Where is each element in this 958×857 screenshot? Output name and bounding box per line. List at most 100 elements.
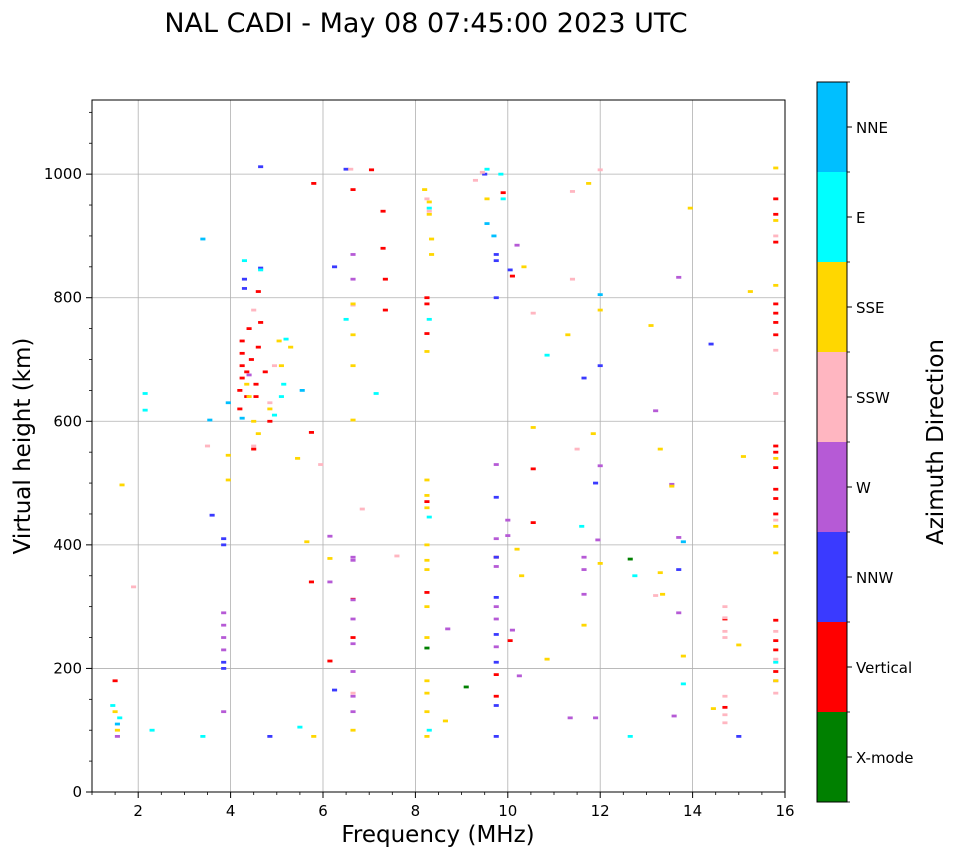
data-point xyxy=(722,605,728,609)
data-point xyxy=(350,333,356,337)
data-point xyxy=(394,554,400,558)
data-point xyxy=(318,463,324,466)
data-point xyxy=(207,418,213,422)
data-point xyxy=(676,611,682,615)
data-point xyxy=(382,308,388,312)
data-point xyxy=(676,568,682,571)
data-point xyxy=(773,283,779,287)
data-point xyxy=(660,592,666,596)
data-point xyxy=(424,605,430,609)
data-point xyxy=(593,481,599,485)
data-point xyxy=(255,290,261,293)
data-point xyxy=(350,558,356,562)
y-tick-label: 800 xyxy=(53,289,82,307)
data-point xyxy=(680,540,686,544)
x-tick-label: 6 xyxy=(318,802,328,820)
data-point xyxy=(657,571,663,575)
data-point xyxy=(627,735,633,738)
data-point xyxy=(281,382,287,386)
data-point xyxy=(710,707,716,710)
data-point xyxy=(200,735,206,738)
data-point xyxy=(773,629,779,633)
data-point xyxy=(119,483,125,487)
data-point xyxy=(514,547,520,551)
data-point xyxy=(221,537,227,541)
data-point xyxy=(586,182,592,185)
data-point xyxy=(359,507,365,511)
data-point xyxy=(350,691,356,695)
data-point xyxy=(200,237,206,241)
data-point xyxy=(593,716,599,720)
data-point xyxy=(773,212,779,216)
data-point xyxy=(424,494,430,497)
data-point xyxy=(426,206,432,210)
data-point xyxy=(773,679,779,683)
data-point xyxy=(567,716,573,720)
data-point xyxy=(350,253,356,256)
x-axis-ticks: 2 4 6 8 10 12 14 16 xyxy=(91,792,795,820)
data-point xyxy=(773,333,779,337)
data-point xyxy=(237,389,243,392)
colorbar-segment xyxy=(817,352,847,442)
data-point xyxy=(773,657,779,661)
plot-frame xyxy=(92,100,785,792)
data-point xyxy=(350,555,356,559)
x-tick-label: 10 xyxy=(498,802,517,820)
data-point xyxy=(288,345,294,349)
data-point xyxy=(424,691,430,695)
data-point xyxy=(239,364,245,368)
data-point xyxy=(246,395,252,398)
data-point xyxy=(278,364,284,368)
data-point xyxy=(327,557,333,560)
data-point xyxy=(544,353,550,357)
data-point xyxy=(569,277,576,281)
data-point xyxy=(648,324,654,327)
data-point xyxy=(117,716,123,720)
data-point xyxy=(225,453,231,457)
data-point xyxy=(493,617,499,621)
data-point xyxy=(422,188,428,191)
data-point xyxy=(114,728,120,732)
data-point xyxy=(350,694,356,698)
data-point xyxy=(112,710,118,714)
data-point xyxy=(472,178,479,182)
data-point xyxy=(246,373,252,377)
data-point xyxy=(271,413,278,417)
data-point xyxy=(299,389,305,392)
colorbar-segment xyxy=(817,712,847,802)
data-point xyxy=(350,598,356,602)
data-point xyxy=(505,518,511,522)
data-point xyxy=(773,497,779,500)
data-point xyxy=(426,209,432,213)
data-point xyxy=(424,735,430,738)
colorbar-tick-label: Vertical xyxy=(856,659,912,677)
data-point xyxy=(722,616,728,620)
data-point xyxy=(244,370,250,374)
colorbar-label: Azimuth Direction xyxy=(923,339,949,545)
data-point xyxy=(507,639,513,643)
data-point xyxy=(424,332,430,335)
data-point xyxy=(244,382,250,386)
data-point xyxy=(722,694,728,698)
data-point xyxy=(424,646,430,650)
series-nne xyxy=(114,222,686,726)
data-point xyxy=(597,308,603,312)
data-point xyxy=(500,191,506,195)
data-point xyxy=(569,190,576,193)
data-point xyxy=(653,594,659,597)
data-point xyxy=(308,580,314,584)
data-point xyxy=(343,167,349,171)
data-point xyxy=(241,287,248,290)
data-point xyxy=(350,188,356,191)
data-point xyxy=(255,432,261,436)
data-point xyxy=(221,710,227,714)
data-point xyxy=(241,277,248,281)
data-point xyxy=(773,450,779,454)
data-point xyxy=(530,311,536,315)
data-point xyxy=(327,659,333,663)
colorbar-segment xyxy=(817,82,847,172)
data-point xyxy=(429,237,435,241)
data-point xyxy=(373,392,379,395)
data-point xyxy=(521,265,527,269)
data-point xyxy=(251,419,257,423)
